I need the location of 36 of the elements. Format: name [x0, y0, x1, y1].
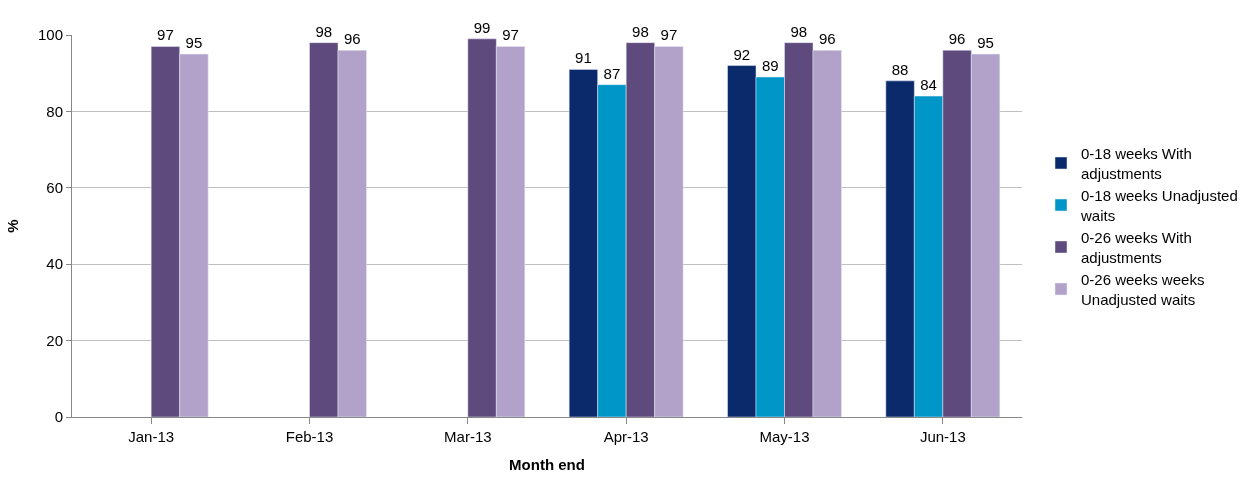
x-tick-label: Jan-13 [128, 428, 175, 445]
y-tick-label: 60 [46, 179, 63, 197]
x-tick-label: Jun-13 [919, 428, 966, 445]
x-tick-label: May-13 [759, 428, 810, 445]
data-label: 92 [733, 45, 751, 63]
data-label: 89 [761, 57, 779, 75]
data-label: 96 [948, 30, 966, 48]
y-axis-title: % [4, 219, 22, 233]
data-label: 88 [891, 60, 909, 78]
data-label: 97 [502, 26, 519, 44]
y-tick-label: 20 [46, 331, 63, 349]
data-label: 84 [920, 76, 937, 94]
y-tick-label: 100 [37, 26, 63, 44]
data-label: 97 [660, 26, 678, 44]
data-label: 98 [315, 22, 333, 40]
x-tick-label: Apr-13 [603, 428, 649, 445]
data-label: 91 [575, 49, 592, 67]
data-label: 98 [790, 22, 808, 40]
legend-label: 0-18 weeks With adjustments [1081, 145, 1192, 182]
data-label: 95 [977, 34, 994, 52]
legend-label: 0-26 weeks weeks Unadjusted waits [1081, 271, 1205, 308]
legend-label: 0-26 weeks With adjustments [1081, 229, 1192, 266]
y-tick-label: 0 [54, 408, 63, 426]
data-label: 96 [818, 30, 836, 48]
legend-label: 0-18 weeks Unadjusted waits [1080, 187, 1238, 224]
data-label: 99 [473, 18, 491, 36]
data-label: 96 [343, 30, 361, 48]
y-tick-label: 80 [46, 102, 63, 120]
data-label: 95 [185, 34, 203, 52]
data-label: 98 [632, 22, 649, 40]
y-tick-label: 40 [46, 255, 63, 273]
x-tick-label: Feb-13 [285, 428, 334, 445]
x-axis-title: Month end [509, 456, 585, 473]
x-tick-label: Mar-13 [444, 428, 492, 445]
data-label: 87 [603, 64, 621, 82]
data-label: 97 [157, 26, 174, 44]
